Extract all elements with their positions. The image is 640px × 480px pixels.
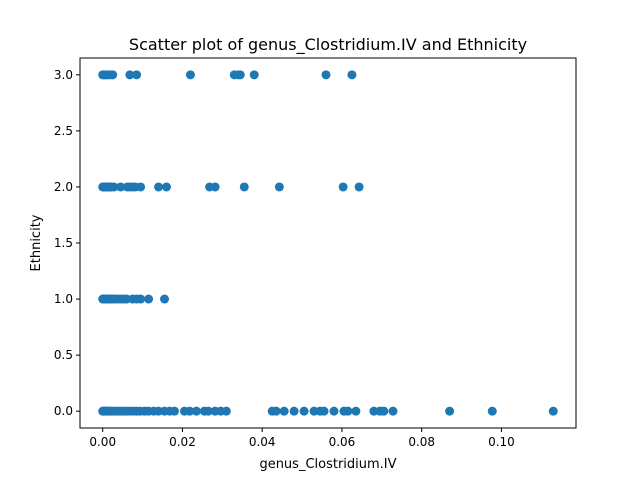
x-tick-label-5: 0.10 bbox=[488, 435, 515, 449]
y-tick-label-6: 3.0 bbox=[54, 68, 73, 82]
chart-title: Scatter plot of genus_Clostridium.IV and… bbox=[129, 35, 527, 55]
x-tick-label-0: 0.00 bbox=[89, 435, 116, 449]
data-point-55 bbox=[160, 294, 170, 304]
data-point-85 bbox=[203, 406, 213, 416]
data-point-24 bbox=[116, 182, 126, 192]
data-point-30 bbox=[154, 182, 164, 192]
plot-frame bbox=[79, 57, 577, 429]
data-point-97 bbox=[329, 406, 339, 416]
data-point-104 bbox=[388, 406, 398, 416]
data-point-31 bbox=[162, 182, 172, 192]
data-point-88 bbox=[221, 406, 231, 416]
data-point-34 bbox=[239, 182, 249, 192]
data-point-92 bbox=[289, 406, 299, 416]
data-point-13 bbox=[321, 70, 331, 80]
data-point-29 bbox=[136, 182, 146, 192]
data-point-99 bbox=[343, 406, 353, 416]
data-point-100 bbox=[351, 406, 361, 416]
data-point-6 bbox=[125, 70, 135, 80]
y-axis-label: Ethnicity bbox=[29, 214, 44, 271]
data-point-105 bbox=[445, 406, 455, 416]
data-point-103 bbox=[379, 406, 389, 416]
x-tick-label-2: 0.04 bbox=[249, 435, 276, 449]
data-point-54 bbox=[144, 294, 154, 304]
y-tick-label-4: 2.0 bbox=[54, 180, 73, 194]
data-point-23 bbox=[109, 182, 119, 192]
data-point-37 bbox=[354, 182, 364, 192]
data-point-53 bbox=[136, 294, 146, 304]
data-point-82 bbox=[185, 406, 195, 416]
data-point-96 bbox=[319, 406, 329, 416]
data-point-80 bbox=[169, 406, 179, 416]
data-point-33 bbox=[210, 182, 220, 192]
y-tick-label-2: 1.0 bbox=[54, 292, 73, 306]
data-points bbox=[98, 70, 558, 416]
y-tick-label-1: 0.5 bbox=[54, 348, 73, 362]
data-point-93 bbox=[299, 406, 309, 416]
data-point-36 bbox=[338, 182, 348, 192]
data-point-7 bbox=[132, 70, 142, 80]
data-point-14 bbox=[347, 70, 357, 80]
x-tick-label-4: 0.08 bbox=[408, 435, 435, 449]
data-point-8 bbox=[185, 70, 195, 80]
y-tick-label-0: 0.0 bbox=[54, 404, 73, 418]
y-tick-label-5: 2.5 bbox=[54, 124, 73, 138]
data-point-91 bbox=[279, 406, 289, 416]
x-axis-label: genus_Clostridium.IV bbox=[259, 457, 396, 472]
data-point-12 bbox=[249, 70, 259, 80]
data-point-5 bbox=[108, 70, 118, 80]
x-axis-ticks: 0.00 0.02 0.04 0.06 0.08 0.10 bbox=[89, 428, 515, 449]
data-point-11 bbox=[235, 70, 245, 80]
data-point-83 bbox=[191, 406, 201, 416]
data-point-107 bbox=[548, 406, 558, 416]
x-tick-label-1: 0.02 bbox=[169, 435, 196, 449]
y-axis-ticks: 0.0 0.5 1.0 1.5 2.0 2.5 3.0 bbox=[54, 68, 80, 418]
y-tick-label-3: 1.5 bbox=[54, 236, 73, 250]
data-point-90 bbox=[271, 406, 281, 416]
data-point-35 bbox=[274, 182, 284, 192]
data-point-106 bbox=[487, 406, 497, 416]
x-tick-label-3: 0.06 bbox=[329, 435, 356, 449]
